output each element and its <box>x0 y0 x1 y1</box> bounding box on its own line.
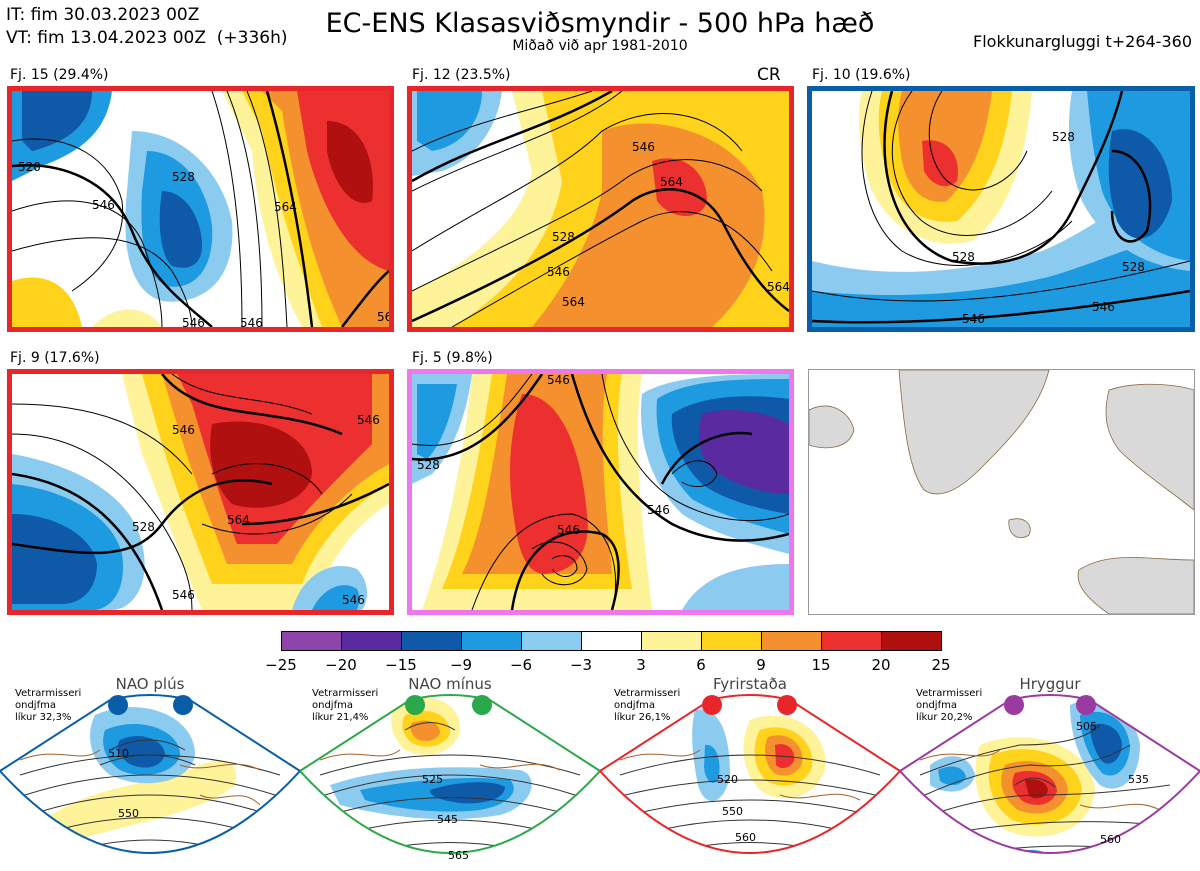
contour-label: 528 <box>1052 130 1075 144</box>
regime-dot <box>405 695 425 715</box>
regime-note: Vetrarmisseri ondjfma líkur 32,3% <box>15 688 82 723</box>
contour-label: 546 <box>172 423 195 437</box>
contour-label: 546 <box>342 593 365 607</box>
panel-tag-cr: CR <box>757 65 781 85</box>
regime-dot <box>702 695 722 715</box>
contour-label: 546 <box>92 198 115 212</box>
panel-label-2: Fj. 12 (23.5%) <box>412 67 511 83</box>
panel-label-1: Fj. 15 (29.4%) <box>10 67 109 83</box>
colorbar-tick: −25 <box>265 656 297 674</box>
colorbar-segment <box>461 631 522 651</box>
colorbar-tick: 20 <box>871 656 891 674</box>
contour-label: 546 <box>557 523 580 537</box>
regime-title: Fyrirstaða <box>713 675 787 693</box>
contour-label: 528 <box>552 230 575 244</box>
contour-label: 520 <box>18 160 41 174</box>
contour-label: 564 <box>377 310 389 324</box>
contour-label: 528 <box>952 250 975 264</box>
panel-label-5: Fj. 5 (9.8%) <box>412 350 493 366</box>
colorbar-segment <box>761 631 822 651</box>
regime-dot <box>1076 695 1096 715</box>
colorbar-tick: 25 <box>931 656 951 674</box>
regime-nao-plus: 510 550 <box>0 675 300 871</box>
contour-label: 546 <box>357 413 380 427</box>
colorbar-segment <box>701 631 762 651</box>
colorbar-segment <box>341 631 402 651</box>
page-subtitle: Miðað við apr 1981-2010 <box>512 38 688 54</box>
contour-label: 564 <box>660 175 683 189</box>
colorbar-tick: 9 <box>756 656 766 674</box>
contour-label: 546 <box>962 312 985 326</box>
base-map <box>808 369 1195 615</box>
contour-label: 564 <box>767 280 789 294</box>
cluster-map-4: 546 546 528 564 546 546 <box>7 369 394 615</box>
contour-label: 564 <box>227 513 250 527</box>
contour-label: 564 <box>274 200 297 214</box>
regime-ridge: 505 535 560 <box>900 675 1200 871</box>
regime-dot <box>1004 695 1024 715</box>
regime-note: Vetrarmisseri ondjfma líkur 20,2% <box>916 688 983 723</box>
contour-label: 528 <box>417 458 440 472</box>
colorbar-segment <box>581 631 642 651</box>
contour-label: 546 <box>182 316 205 327</box>
colorbar-segment <box>401 631 462 651</box>
contour-label: 528 <box>1122 260 1145 274</box>
contour-label: 546 <box>1092 300 1115 314</box>
colorbar-segment <box>821 631 882 651</box>
regime-title: NAO plús <box>115 675 185 693</box>
contour-label: 550 <box>722 805 743 818</box>
colorbar-segment <box>521 631 582 651</box>
valid-time: VT: fim 13.04.2023 00Z (+336h) <box>6 28 288 48</box>
init-time: IT: fim 30.03.2023 00Z <box>6 5 200 25</box>
colorbar-tick: 6 <box>696 656 706 674</box>
regime-dot <box>472 695 492 715</box>
colorbar-tick: −6 <box>509 656 533 674</box>
contour-label: 546 <box>632 140 655 154</box>
contour-label: 535 <box>1128 773 1149 786</box>
contour-label: 546 <box>547 374 570 387</box>
contour-label: 546 <box>240 316 263 327</box>
contour-label: 525 <box>422 773 443 786</box>
colorbar-tick: −15 <box>385 656 417 674</box>
contour-label: 528 <box>172 170 195 184</box>
colorbar-tick: −9 <box>449 656 473 674</box>
contour-label: 564 <box>562 295 585 309</box>
colorbar-segment <box>641 631 702 651</box>
contour-label: 550 <box>118 807 139 820</box>
colorbar-tick: 15 <box>811 656 831 674</box>
contour-label: 505 <box>1076 720 1097 733</box>
cluster-map-3: 528 528 528 546 546 <box>807 86 1195 332</box>
regime-nao-minus: 525 545 565 <box>300 675 600 871</box>
contour-label: 565 <box>448 849 469 862</box>
contour-label: 560 <box>735 831 756 844</box>
regime-title: Hryggur <box>1019 675 1081 693</box>
cluster-map-2: 546 564 528 546 564 564 <box>407 86 794 332</box>
regime-note: Vetrarmisseri ondjfma líkur 21,4% <box>312 688 379 723</box>
contour-label: 528 <box>132 520 155 534</box>
contour-label: 510 <box>108 747 129 760</box>
regime-dot <box>173 695 193 715</box>
regime-dot <box>777 695 797 715</box>
regime-note: Vetrarmisseri ondjfma líkur 26,1% <box>614 688 681 723</box>
colorbar-tick: 3 <box>636 656 646 674</box>
regime-title: NAO mínus <box>408 675 492 693</box>
contour-label: 546 <box>647 503 670 517</box>
classification-window: Flokkunargluggi t+264-360 <box>973 32 1192 51</box>
colorbar-tick: −3 <box>569 656 593 674</box>
regime-blocking: 520 550 560 <box>600 675 900 871</box>
regime-dot <box>108 695 128 715</box>
contour-label: 546 <box>172 588 195 602</box>
contour-label: 546 <box>547 265 570 279</box>
panel-label-3: Fj. 10 (19.6%) <box>812 67 911 83</box>
colorbar-segment <box>881 631 942 651</box>
contour-label: 545 <box>437 813 458 826</box>
page-title: EC-ENS Klasasviðsmyndir - 500 hPa hæð <box>325 8 875 39</box>
colorbar-segment <box>281 631 342 651</box>
cluster-map-1: 520 528 546 546 564 546 564 <box>7 86 394 332</box>
contour-label: 560 <box>1100 833 1121 846</box>
colorbar-tick: −20 <box>325 656 357 674</box>
panel-label-4: Fj. 9 (17.6%) <box>10 350 100 366</box>
contour-label: 520 <box>717 773 738 786</box>
cluster-map-5: 546 528 546 546 <box>407 369 794 615</box>
